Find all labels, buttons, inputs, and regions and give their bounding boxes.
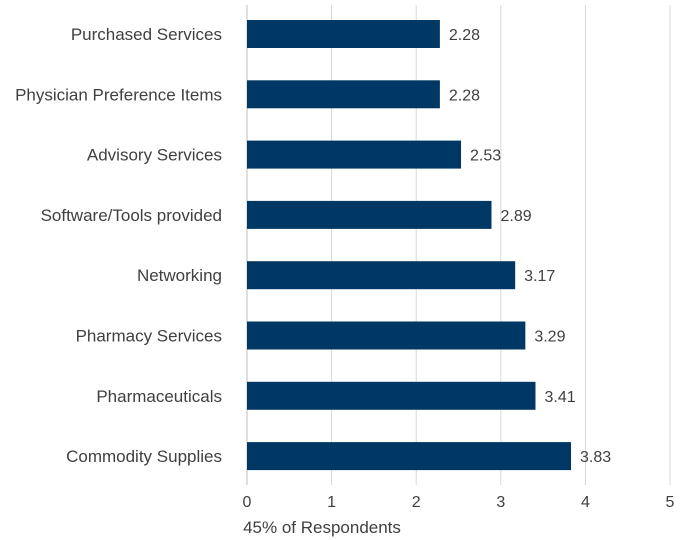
data-label: 2.28 [449, 87, 480, 104]
category-label: Physician Preference Items [15, 85, 222, 104]
category-label: Commodity Supplies [66, 447, 222, 466]
data-label: 2.28 [449, 27, 480, 44]
value-labels: 2.28 2.28 2.53 2.89 3.17 3.29 3.41 3.83 [449, 27, 611, 466]
x-tick-label: 2 [412, 494, 421, 511]
category-label: Advisory Services [87, 146, 222, 165]
bar [247, 20, 440, 48]
category-label: Pharmacy Services [76, 327, 222, 346]
bar [247, 80, 440, 109]
x-tick-label: 1 [327, 494, 336, 511]
data-label: 3.83 [580, 449, 611, 466]
x-tick-label: 0 [243, 494, 252, 511]
data-label: 2.53 [470, 148, 501, 165]
bar [247, 321, 526, 350]
data-label: 2.89 [500, 208, 531, 225]
bar [247, 140, 462, 169]
category-label: Software/Tools provided [41, 206, 222, 225]
data-label: 3.41 [544, 389, 575, 406]
x-tick-label: 4 [581, 494, 590, 511]
bar [247, 381, 536, 410]
bar [247, 442, 572, 471]
x-tick-label: 3 [496, 494, 505, 511]
bar [247, 200, 492, 229]
x-axis-title: 45% of Respondents [243, 518, 401, 537]
data-label: 3.17 [524, 268, 555, 285]
x-tick-labels: 0 1 2 3 4 5 [243, 494, 675, 511]
category-label: Pharmaceuticals [96, 387, 222, 406]
bars [247, 20, 572, 471]
category-label: Networking [137, 266, 222, 285]
category-label: Purchased Services [71, 25, 222, 44]
gridlines [246, 5, 671, 485]
bar [247, 261, 516, 290]
x-tick-label: 5 [666, 494, 675, 511]
category-labels: Purchased Services Physician Preference I… [15, 25, 222, 466]
data-label: 3.29 [534, 329, 565, 346]
